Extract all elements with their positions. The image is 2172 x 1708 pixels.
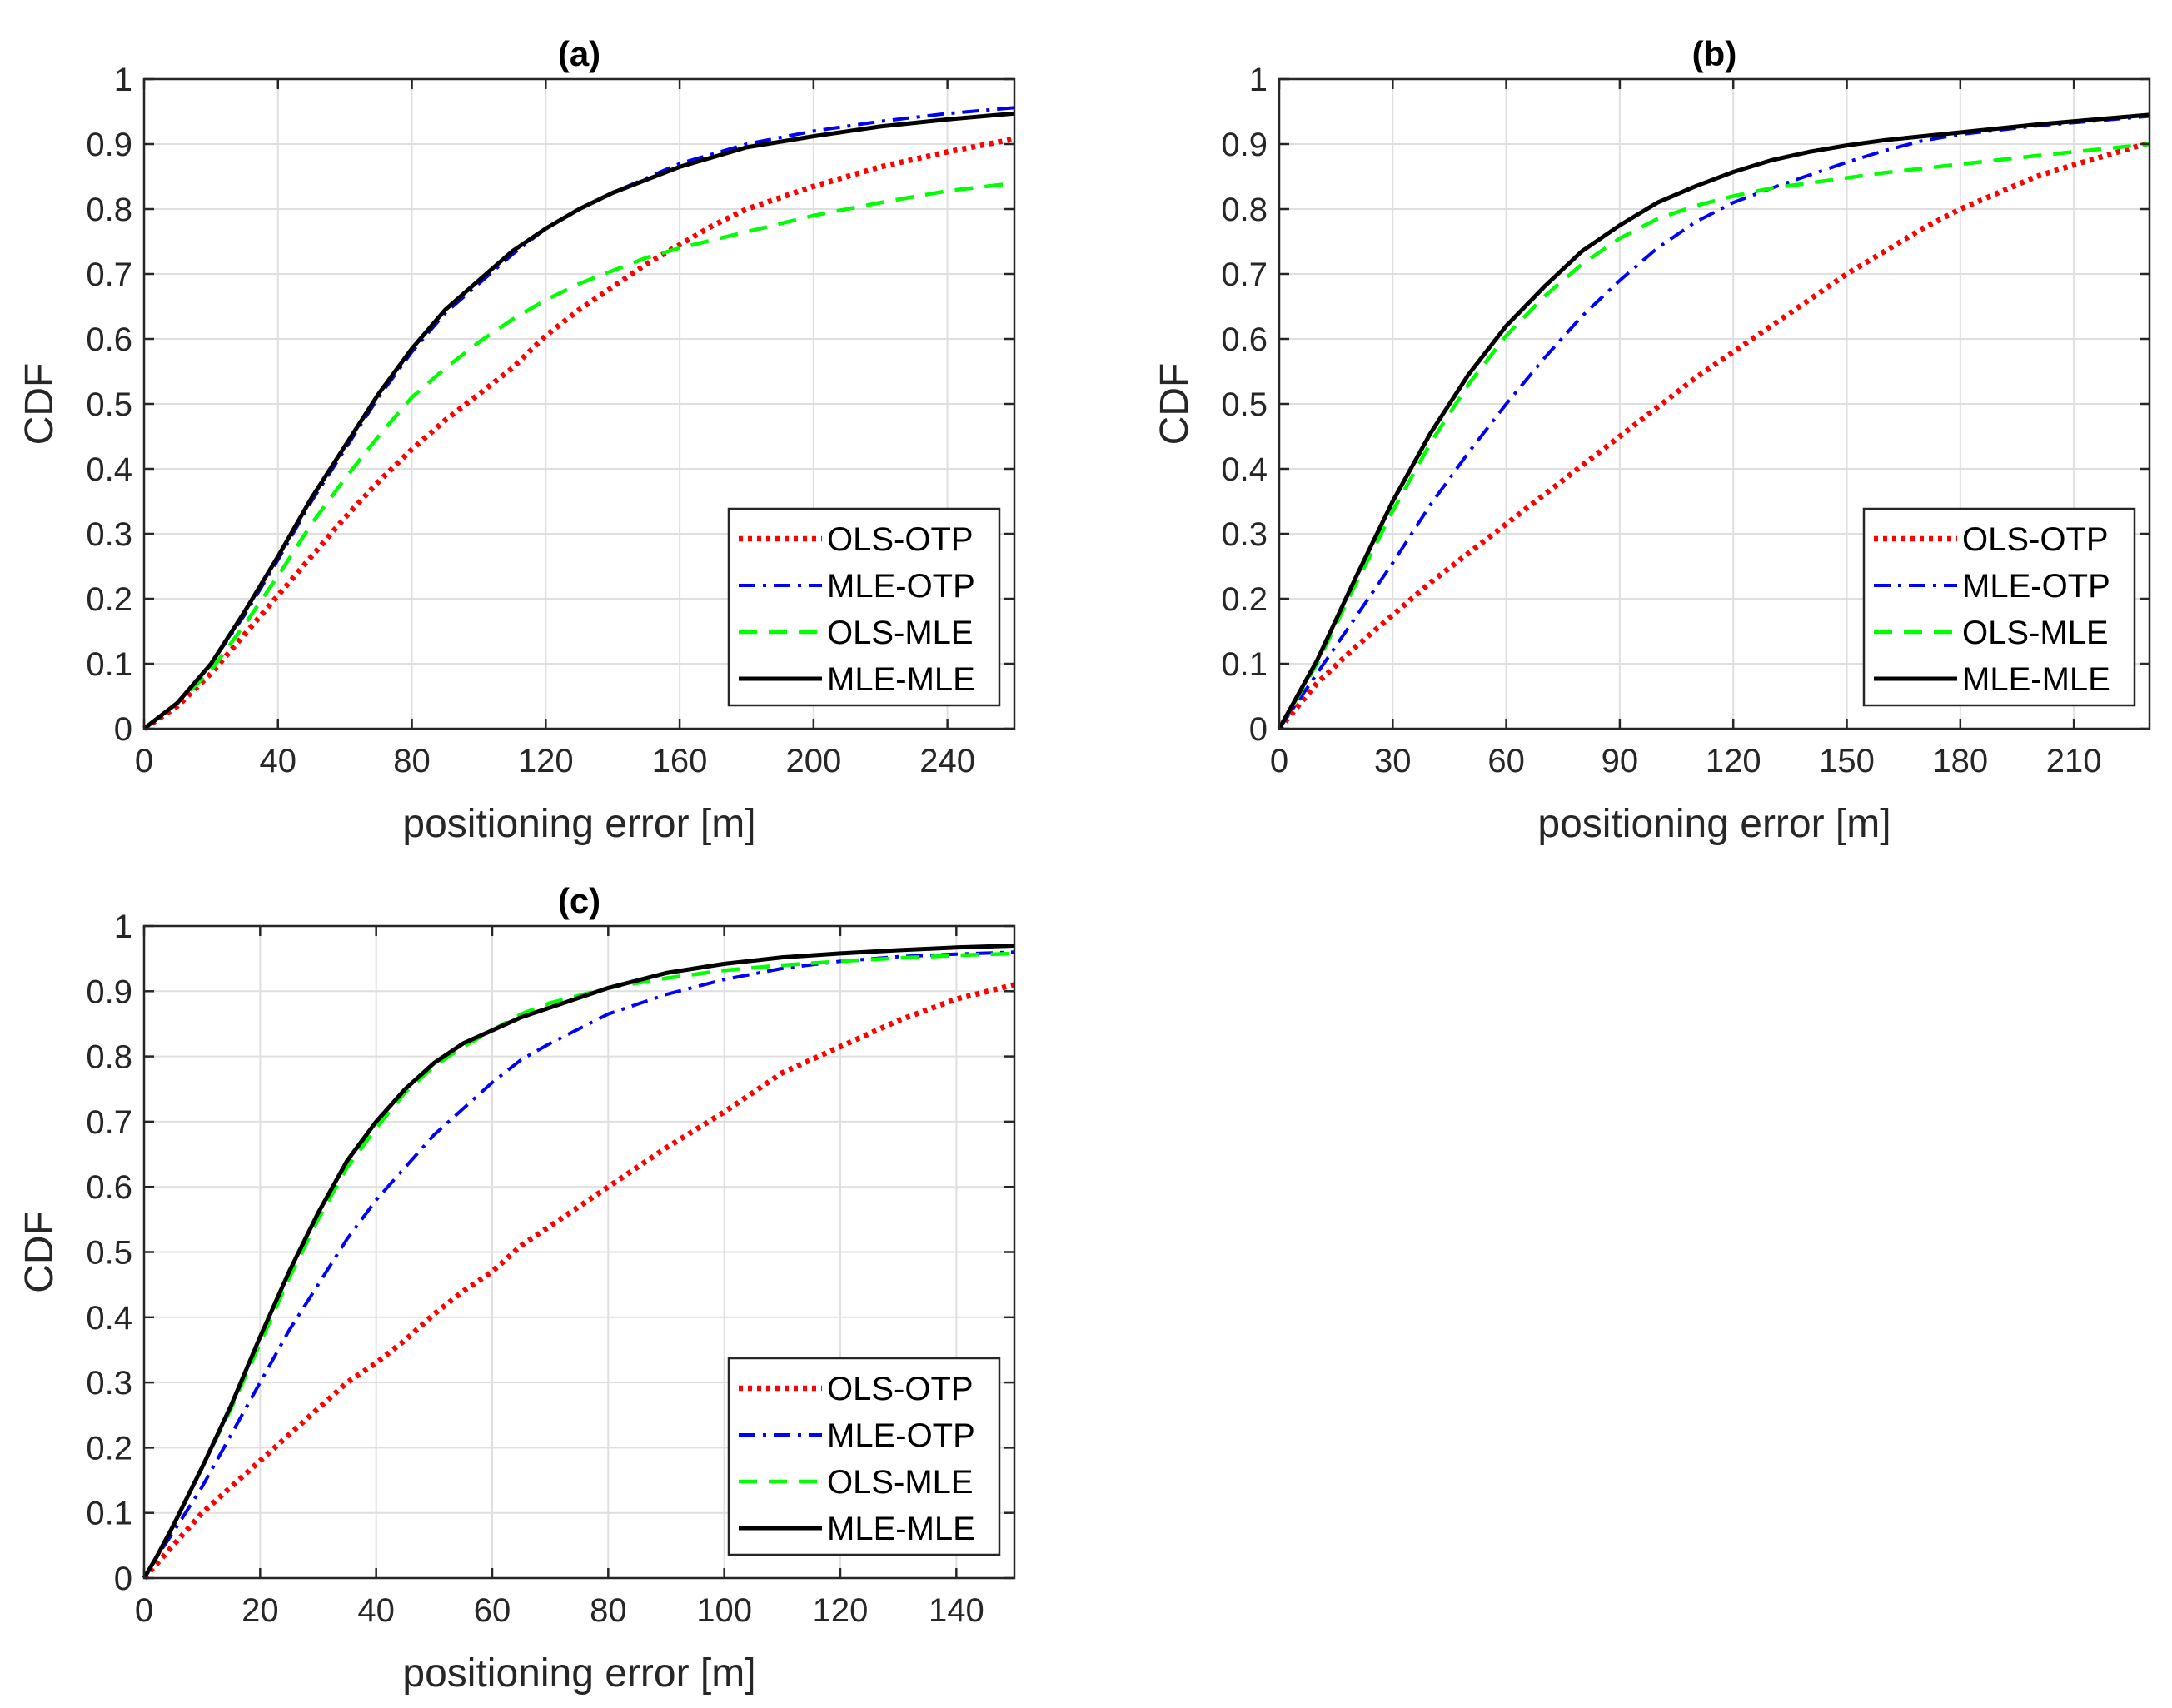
series-line-mle-otp bbox=[142, 950, 1015, 1580]
legend-label: MLE-MLE bbox=[827, 1511, 975, 1547]
legend-label: MLE-OTP bbox=[827, 1417, 975, 1454]
x-tick-label: 0 bbox=[135, 743, 153, 779]
series-line-mle-mle bbox=[142, 944, 1015, 1580]
legend-label: MLE-MLE bbox=[1962, 661, 2110, 698]
y-tick-label: 0.1 bbox=[86, 1496, 132, 1532]
legend-label: OLS-MLE bbox=[827, 1464, 974, 1501]
series-line-ols-otp bbox=[1277, 140, 2150, 731]
series-line-ols-otp bbox=[142, 982, 1015, 1581]
chart-title: (c) bbox=[558, 881, 600, 920]
y-tick-label: 0.2 bbox=[86, 581, 132, 618]
legend-label: OLS-OTP bbox=[1962, 521, 2109, 558]
series-line-ols-mle bbox=[142, 951, 1015, 1580]
series-line-mle-otp bbox=[1278, 114, 2150, 730]
x-tick-label: 100 bbox=[696, 1592, 752, 1629]
x-tick-label: 20 bbox=[242, 1592, 279, 1629]
y-tick-label: 0.9 bbox=[86, 974, 132, 1010]
x-axis-label: positioning error [m] bbox=[402, 802, 755, 846]
chart-panel-3: 0 20 40 60 80 100 120 140 0 0.1 0.2 0.3 0.4 0.5 0.6 0.7… bbox=[17, 881, 1016, 1696]
x-tick-label: 160 bbox=[652, 743, 708, 779]
y-tick-label: 0.2 bbox=[1221, 581, 1268, 618]
x-tick-label: 30 bbox=[1374, 743, 1412, 779]
x-tick-label: 210 bbox=[2046, 743, 2102, 779]
series-line-ols-mle bbox=[142, 181, 1015, 730]
y-tick-label: 0.8 bbox=[86, 192, 132, 228]
x-tick-label: 150 bbox=[1819, 743, 1875, 779]
series-line-ols-otp bbox=[142, 136, 1015, 731]
y-tick-label: 0.3 bbox=[86, 516, 132, 553]
x-axis-label: positioning error [m] bbox=[1537, 802, 1891, 846]
y-tick-label: 0.1 bbox=[86, 646, 132, 683]
y-tick-label: 0.7 bbox=[1221, 256, 1268, 293]
y-tick-label: 0.4 bbox=[1221, 451, 1268, 488]
y-tick-label: 1 bbox=[114, 909, 132, 945]
y-tick-label: 0 bbox=[1249, 711, 1268, 748]
y-tick-label: 0.3 bbox=[1221, 516, 1268, 553]
legend-label: OLS-OTP bbox=[827, 1371, 974, 1407]
y-tick-label: 0.6 bbox=[1221, 321, 1268, 358]
legend: OLS-OTP MLE-OTP OLS-MLE MLE-MLE bbox=[727, 1357, 1001, 1556]
x-tick-label: 40 bbox=[260, 743, 297, 779]
y-tick-label: 0.5 bbox=[1221, 386, 1268, 423]
chart-title: (a) bbox=[558, 34, 600, 73]
legend-label: MLE-OTP bbox=[1962, 568, 2110, 605]
y-tick-label: 0.6 bbox=[86, 1169, 132, 1206]
x-tick-label: 80 bbox=[393, 743, 431, 779]
chart-panel-2: 0 30 60 90 120 150 180 210 0 0.1 0.2 0.3 0.4 0.5 0.6 0.… bbox=[1153, 34, 2151, 846]
x-tick-label: 0 bbox=[1270, 743, 1288, 779]
series-line-mle-mle bbox=[142, 111, 1015, 730]
y-tick-label: 0.4 bbox=[86, 451, 132, 488]
x-tick-label: 0 bbox=[135, 1592, 153, 1629]
y-tick-label: 0.7 bbox=[86, 256, 132, 293]
x-tick-label: 240 bbox=[919, 743, 975, 779]
x-tick-label: 120 bbox=[1706, 743, 1761, 779]
legend-label: MLE-MLE bbox=[827, 661, 975, 698]
y-tick-label: 0.9 bbox=[86, 127, 132, 163]
legend-box bbox=[727, 507, 1001, 707]
x-tick-label: 60 bbox=[474, 1592, 511, 1629]
y-tick-label: 1 bbox=[114, 62, 132, 98]
y-tick-label: 0.8 bbox=[86, 1039, 132, 1076]
x-tick-label: 40 bbox=[357, 1592, 395, 1629]
x-tick-label: 120 bbox=[518, 743, 574, 779]
series-line-mle-mle bbox=[1277, 112, 2150, 730]
legend: OLS-OTP MLE-OTP OLS-MLE MLE-MLE bbox=[1862, 507, 2136, 707]
x-tick-label: 80 bbox=[590, 1592, 627, 1629]
y-tick-label: 1 bbox=[1249, 62, 1268, 98]
legend-label: OLS-MLE bbox=[827, 615, 974, 651]
x-tick-label: 180 bbox=[1932, 743, 1988, 779]
legend-label: MLE-OTP bbox=[827, 568, 975, 605]
y-tick-label: 0.6 bbox=[86, 321, 132, 358]
legend-box bbox=[727, 1357, 1001, 1556]
chart-panel-1: 0 40 80 120 160 200 240 0 0.1 0.2 0.3 0.4 0.5 0.6 0.7 0… bbox=[17, 34, 1016, 846]
x-tick-label: 140 bbox=[929, 1592, 984, 1629]
y-tick-label: 0.3 bbox=[86, 1365, 132, 1402]
legend-label: OLS-MLE bbox=[1962, 615, 2109, 651]
y-tick-label: 0.2 bbox=[86, 1430, 132, 1466]
y-axis-label: CDF bbox=[17, 1211, 62, 1293]
y-tick-label: 0 bbox=[114, 1561, 132, 1597]
y-tick-label: 0 bbox=[114, 711, 132, 748]
legend: OLS-OTP MLE-OTP OLS-MLE MLE-MLE bbox=[727, 507, 1001, 707]
y-tick-label: 0.1 bbox=[1221, 646, 1268, 683]
y-tick-label: 0.8 bbox=[1221, 192, 1268, 228]
x-axis-label: positioning error [m] bbox=[402, 1651, 755, 1696]
y-tick-label: 0.4 bbox=[86, 1300, 132, 1337]
series-line-ols-mle bbox=[1278, 142, 2150, 730]
legend-box bbox=[1862, 507, 2136, 707]
chart-title: (b) bbox=[1692, 34, 1737, 73]
x-tick-label: 200 bbox=[785, 743, 841, 779]
y-tick-label: 0.9 bbox=[1221, 127, 1268, 163]
x-tick-label: 120 bbox=[813, 1592, 869, 1629]
y-tick-label: 0.7 bbox=[86, 1104, 132, 1141]
y-tick-label: 0.5 bbox=[86, 1235, 132, 1272]
y-axis-label: CDF bbox=[1153, 363, 1197, 446]
x-tick-label: 60 bbox=[1487, 743, 1525, 779]
legend-label: OLS-OTP bbox=[827, 521, 974, 558]
y-tick-label: 0.5 bbox=[86, 386, 132, 423]
y-axis-label: CDF bbox=[17, 363, 62, 446]
x-tick-label: 90 bbox=[1602, 743, 1639, 779]
series-line-mle-otp bbox=[142, 106, 1015, 730]
